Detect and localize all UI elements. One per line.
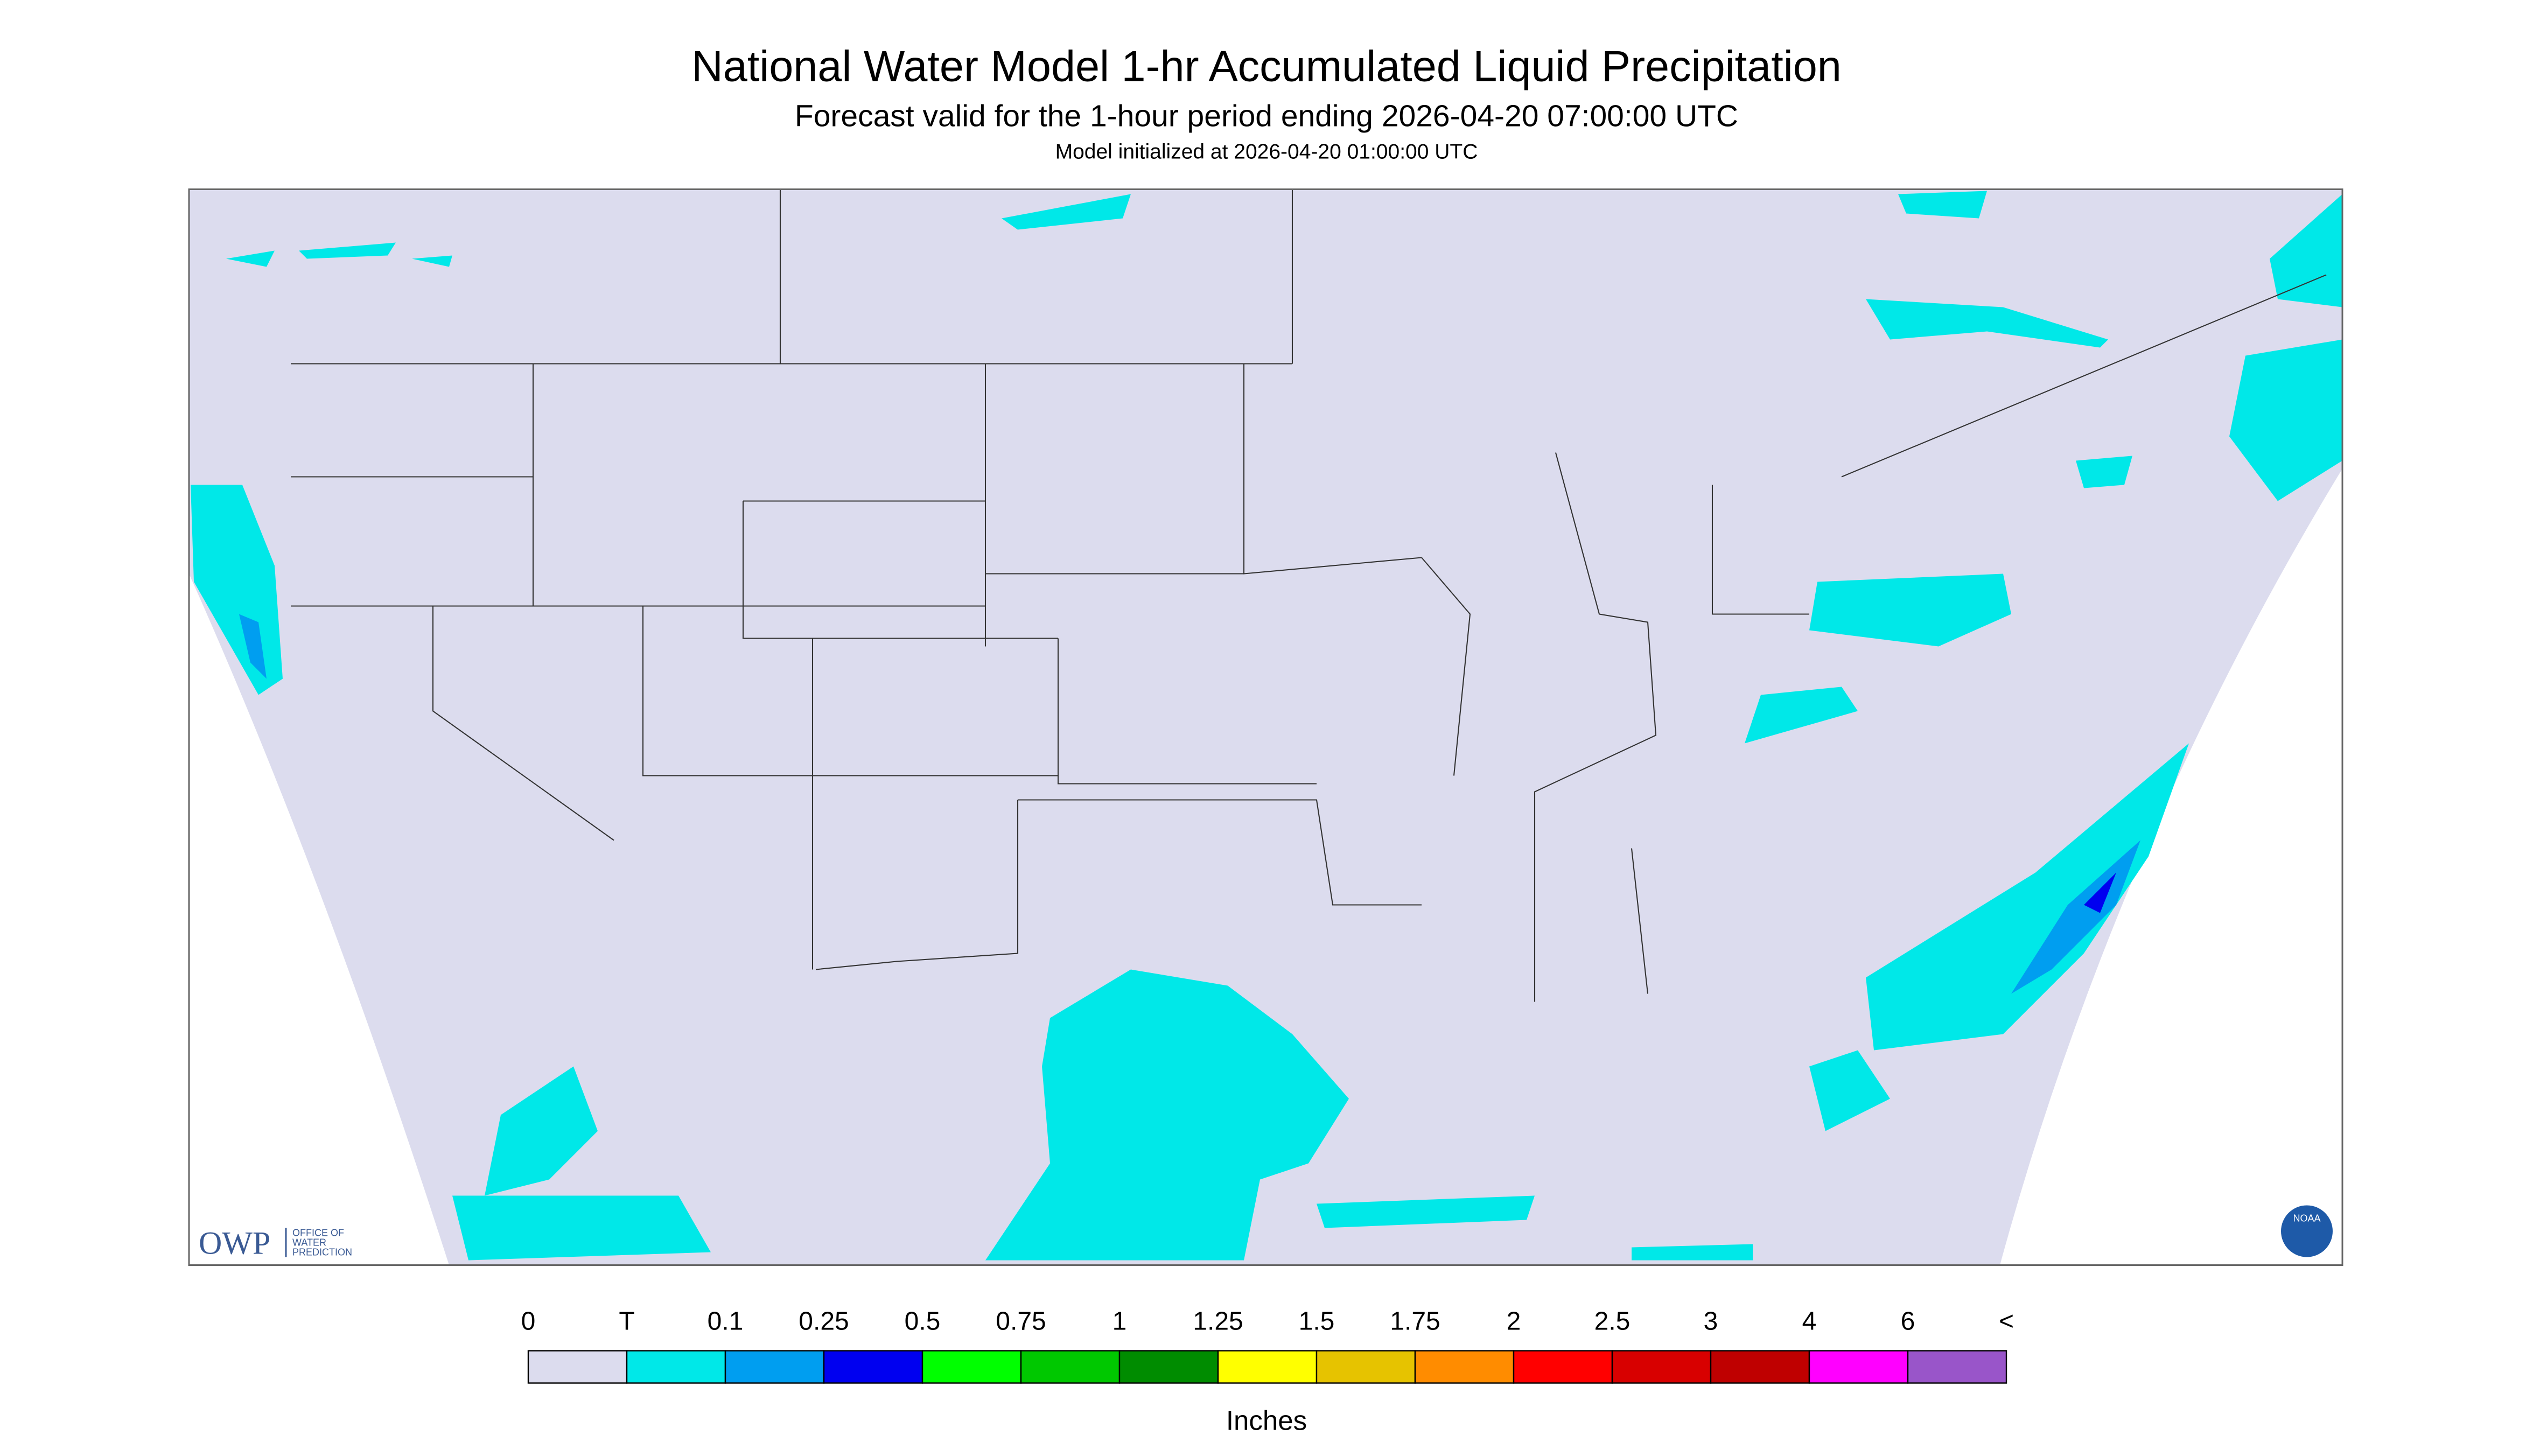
legend-swatch <box>823 1350 923 1384</box>
owp-logo: OWP <box>199 1226 270 1261</box>
legend-swatch <box>1513 1350 1613 1384</box>
owp-office-line: OFFICE OF <box>292 1228 344 1238</box>
legend: 0 T 0.1 0.25 0.5 0.75 1 1.25 1.5 1.75 2 2.5 3 4 6 < <box>521 1307 2014 1384</box>
legend-swatch <box>626 1350 726 1384</box>
boundaries <box>291 189 2327 1002</box>
title: National Water Model 1-hr Accumulated Li… <box>691 43 1842 91</box>
legend-label: 6 <box>1901 1307 1915 1336</box>
legend-label: 1.25 <box>1193 1307 1243 1336</box>
map: OWP OFFICE OF WATER PREDICTION NOAA <box>188 188 2343 1266</box>
legend-label: 0.1 <box>708 1307 744 1336</box>
precip-heavy-west <box>239 614 267 679</box>
legend-swatch <box>527 1350 628 1384</box>
legend-label: 1.75 <box>1390 1307 1440 1336</box>
owp-office-line: WATER <box>292 1237 326 1248</box>
legend-label: 0.25 <box>799 1307 849 1336</box>
legend-label: < <box>1999 1307 2014 1336</box>
legend-label: T <box>619 1307 634 1336</box>
legend-label: 3 <box>1704 1307 1718 1336</box>
legend-label: 2 <box>1507 1307 1521 1336</box>
legend-swatch <box>1118 1350 1219 1384</box>
legend-swatch <box>724 1350 825 1384</box>
legend-label: 0.5 <box>905 1307 941 1336</box>
precip-areas <box>191 191 2342 1261</box>
legend-label: 0 <box>521 1307 536 1336</box>
init-time: Model initialized at 2026-04-20 01:00:00… <box>1055 141 1478 164</box>
noaa-logo <box>2281 1205 2333 1257</box>
legend-label: 2.5 <box>1594 1307 1631 1336</box>
legend-label: 1 <box>1112 1307 1127 1336</box>
legend-swatch <box>921 1350 1022 1384</box>
map-edge-right <box>2000 468 2342 1265</box>
legend-label: 4 <box>1802 1307 1817 1336</box>
legend-units: Inches <box>1226 1405 1307 1436</box>
map-frame <box>188 188 2343 1266</box>
legend-swatch <box>1414 1350 1515 1384</box>
legend-label: 0.75 <box>996 1307 1046 1336</box>
legend-swatch <box>1020 1350 1121 1384</box>
subtitle: Forecast valid for the 1-hour period end… <box>795 99 1738 134</box>
legend-swatch <box>1611 1350 1712 1384</box>
legend-swatch <box>1907 1350 2007 1384</box>
map-edge-left <box>189 573 449 1265</box>
legend-swatch <box>1316 1350 1416 1384</box>
legend-swatch <box>1217 1350 1318 1384</box>
precip-heavy <box>2011 840 2140 994</box>
legend-swatch <box>1710 1350 1810 1384</box>
precip-heavier <box>2084 872 2116 913</box>
owp-office-line: PREDICTION <box>292 1247 352 1258</box>
legend-label: 1.5 <box>1299 1307 1335 1336</box>
noaa-text: NOAA <box>2293 1213 2320 1224</box>
legend-swatch <box>1808 1350 1909 1384</box>
